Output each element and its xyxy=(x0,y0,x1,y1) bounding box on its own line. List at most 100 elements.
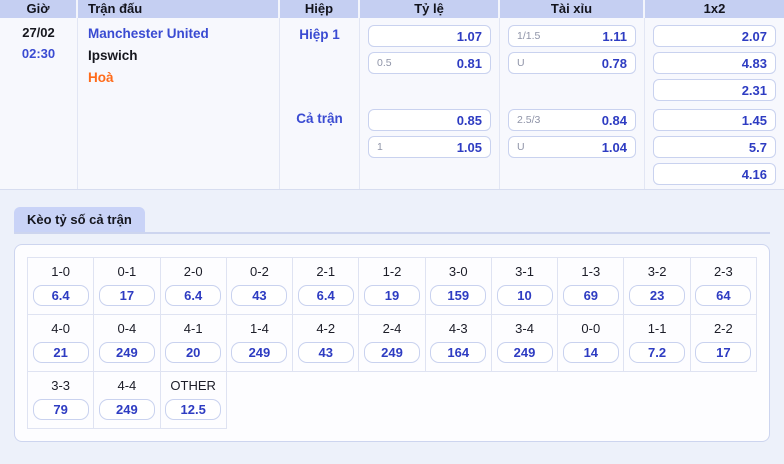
match-time: 02:30 xyxy=(21,46,56,61)
score-label: 3-0 xyxy=(448,264,468,279)
score-label: 1-2 xyxy=(382,264,402,279)
score-odds-button[interactable]: 69 xyxy=(562,285,619,306)
over-under-h1-odds-1[interactable]: 1/1.5 1.11 xyxy=(508,25,636,47)
odds-value: 2.31 xyxy=(741,82,767,98)
empty-grid-cell xyxy=(293,372,359,429)
score-cell: OTHER 12.5 xyxy=(160,372,227,429)
score-odds-button[interactable]: 249 xyxy=(363,342,420,363)
score-cell: 2-2 17 xyxy=(690,315,757,372)
odds-value: 1.07 xyxy=(456,28,482,44)
score-cell: 0-4 249 xyxy=(94,315,161,372)
1x2-ft-away-odds[interactable]: 4.16 xyxy=(653,163,776,185)
empty-grid-cell xyxy=(227,372,293,429)
score-label: 2-4 xyxy=(382,321,402,336)
correct-score-grid: 1-0 6.4 0-1 17 2-0 6.4 0-2 43 2-1 6.4 1-2 19 3… xyxy=(27,257,757,429)
odds-value: 0.85 xyxy=(456,112,482,128)
score-label: 0-2 xyxy=(250,264,269,279)
table-header-row: Giờ Trận đấu Hiệp Tỷ lệ Tài xỉu 1x2 xyxy=(0,0,784,18)
over-under-line-label: 1/1.5 xyxy=(517,30,541,42)
over-under-column: 1/1.5 1.11 U 0.78 2.5/3 0.84 U 1.04 xyxy=(500,18,645,189)
over-under-ft-odds-1[interactable]: 2.5/3 0.84 xyxy=(508,109,636,131)
score-cell: 4-2 43 xyxy=(293,315,360,372)
handicap-line-label: 1 xyxy=(377,141,383,153)
score-label: 0-0 xyxy=(581,321,601,336)
score-odds-button[interactable]: 23 xyxy=(629,285,686,306)
section-label-full-time: Cả trận xyxy=(296,111,343,126)
score-cell: 1-0 6.4 xyxy=(28,258,95,315)
one-x-two-column: 2.07 4.83 2.31 1.45 5.7 4.16 xyxy=(645,18,784,189)
score-label: 4-2 xyxy=(316,321,336,336)
odds-value: 1.45 xyxy=(741,112,767,128)
handicap-ft-odds-2[interactable]: 1 1.05 xyxy=(368,136,491,158)
odds-value: 5.7 xyxy=(748,139,767,155)
handicap-h1-odds-1[interactable]: 1.07 xyxy=(368,25,491,47)
score-label: 0-1 xyxy=(117,264,137,279)
score-odds-button[interactable]: 6.4 xyxy=(32,285,89,306)
score-label: 4-1 xyxy=(183,321,203,336)
score-label: 4-0 xyxy=(51,321,71,336)
over-under-ft-odds-2[interactable]: U 1.04 xyxy=(508,136,636,158)
score-odds-button[interactable]: 10 xyxy=(496,285,553,306)
over-under-h1-odds-2[interactable]: U 0.78 xyxy=(508,52,636,74)
over-under-line-label: 2.5/3 xyxy=(517,114,541,126)
score-odds-button[interactable]: 249 xyxy=(496,342,553,363)
1x2-h1-home-odds[interactable]: 2.07 xyxy=(653,25,776,47)
score-label: 4-3 xyxy=(448,321,468,336)
score-odds-button[interactable]: 249 xyxy=(231,342,288,363)
odds-value: 2.07 xyxy=(741,28,767,44)
over-under-line-label: U xyxy=(517,57,525,69)
score-label: OTHER xyxy=(170,378,216,393)
score-odds-button[interactable]: 6.4 xyxy=(297,285,354,306)
empty-grid-cell xyxy=(492,372,558,429)
score-odds-button[interactable]: 159 xyxy=(430,285,487,306)
empty-grid-cell xyxy=(426,372,492,429)
over-under-line-label: U xyxy=(517,141,525,153)
1x2-ft-draw-odds[interactable]: 5.7 xyxy=(653,136,776,158)
score-odds-button[interactable]: 20 xyxy=(165,342,222,363)
odds-value: 1.05 xyxy=(456,139,482,155)
section-label-first-half: Hiệp 1 xyxy=(299,27,340,42)
score-cell: 1-2 19 xyxy=(359,258,426,315)
score-label: 0-4 xyxy=(117,321,137,336)
score-odds-button[interactable]: 43 xyxy=(231,285,288,306)
score-cell: 3-0 159 xyxy=(425,258,492,315)
score-label: 3-1 xyxy=(515,264,534,279)
handicap-h1-odds-2[interactable]: 0.5 0.81 xyxy=(368,52,491,74)
1x2-ft-home-odds[interactable]: 1.45 xyxy=(653,109,776,131)
score-odds-button[interactable]: 17 xyxy=(695,342,752,363)
score-odds-button[interactable]: 249 xyxy=(98,342,155,363)
handicap-line-label: 0.5 xyxy=(377,57,392,69)
score-odds-button[interactable]: 7.2 xyxy=(629,342,686,363)
draw-label: Hoà xyxy=(88,70,114,85)
1x2-h1-draw-odds[interactable]: 4.83 xyxy=(653,52,776,74)
header-half: Hiệp xyxy=(280,0,360,18)
score-section-tabbar: Kèo tỷ số cả trận xyxy=(14,207,770,234)
odds-value: 1.04 xyxy=(601,139,627,155)
score-cell: 1-3 69 xyxy=(558,258,625,315)
score-cell: 4-3 164 xyxy=(425,315,492,372)
tab-correct-score-full-time[interactable]: Kèo tỷ số cả trận xyxy=(14,207,145,232)
odds-value: 0.84 xyxy=(601,112,627,128)
match-cell: Manchester United Ipswich Hoà xyxy=(78,18,280,189)
score-cell: 4-1 20 xyxy=(160,315,227,372)
1x2-h1-away-odds[interactable]: 2.31 xyxy=(653,79,776,101)
score-odds-button[interactable]: 14 xyxy=(562,342,619,363)
odds-value: 0.78 xyxy=(601,55,627,71)
score-label: 3-3 xyxy=(51,378,71,393)
score-odds-button[interactable]: 6.4 xyxy=(165,285,222,306)
score-odds-button[interactable]: 12.5 xyxy=(165,399,222,420)
score-odds-button[interactable]: 19 xyxy=(363,285,420,306)
score-odds-button[interactable]: 21 xyxy=(32,342,89,363)
score-odds-button[interactable]: 249 xyxy=(98,399,155,420)
handicap-ft-odds-1[interactable]: 0.85 xyxy=(368,109,491,131)
score-cell: 3-1 10 xyxy=(491,258,559,315)
score-odds-button[interactable]: 79 xyxy=(32,399,89,420)
match-date: 27/02 xyxy=(22,25,55,40)
correct-score-panel: 1-0 6.4 0-1 17 2-0 6.4 0-2 43 2-1 6.4 1-2 19 3… xyxy=(14,244,770,442)
half-cell: Hiệp 1 Cả trận xyxy=(280,18,360,189)
home-team-name[interactable]: Manchester United xyxy=(88,26,209,41)
score-odds-button[interactable]: 64 xyxy=(695,285,752,306)
score-odds-button[interactable]: 164 xyxy=(430,342,487,363)
score-odds-button[interactable]: 43 xyxy=(297,342,354,363)
score-odds-button[interactable]: 17 xyxy=(98,285,155,306)
